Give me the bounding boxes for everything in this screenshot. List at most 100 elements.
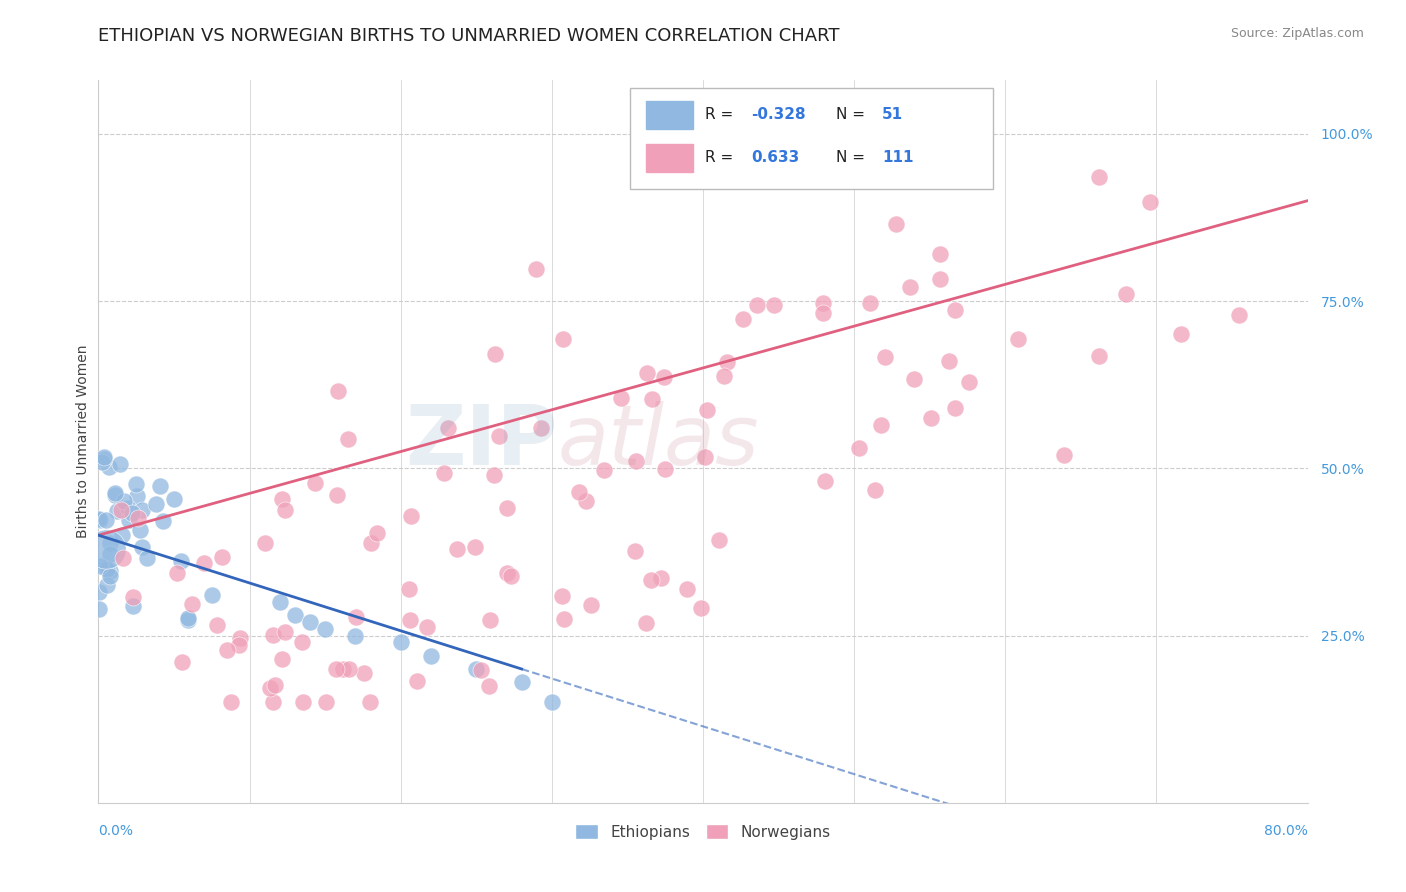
Point bbox=[98, 547, 121, 561]
Point bbox=[89, 602, 111, 616]
Point bbox=[262, 696, 284, 710]
Point bbox=[943, 401, 966, 415]
Point bbox=[274, 503, 297, 517]
Text: N =: N = bbox=[837, 107, 870, 121]
Point bbox=[111, 550, 134, 565]
Text: Source: ZipAtlas.com: Source: ZipAtlas.com bbox=[1230, 27, 1364, 40]
Point bbox=[284, 608, 307, 623]
Text: ETHIOPIAN VS NORWEGIAN BIRTHS TO UNMARRIED WOMEN CORRELATION CHART: ETHIOPIAN VS NORWEGIAN BIRTHS TO UNMARRI… bbox=[98, 27, 839, 45]
Point bbox=[848, 441, 870, 455]
Point bbox=[464, 540, 486, 554]
Point bbox=[465, 662, 488, 676]
Point bbox=[326, 384, 349, 399]
Point bbox=[416, 620, 439, 634]
Point bbox=[928, 247, 950, 261]
Point bbox=[733, 312, 755, 326]
Point bbox=[131, 541, 153, 555]
Point bbox=[131, 503, 153, 517]
Point bbox=[943, 303, 966, 318]
Point bbox=[470, 663, 492, 677]
Point bbox=[325, 662, 347, 676]
Point bbox=[405, 673, 427, 688]
Point bbox=[292, 696, 315, 710]
Point bbox=[228, 638, 250, 652]
Point bbox=[219, 696, 242, 710]
Point bbox=[93, 452, 115, 467]
Text: atlas: atlas bbox=[558, 401, 759, 482]
Point bbox=[530, 420, 553, 434]
Point bbox=[389, 635, 412, 649]
Point bbox=[920, 411, 942, 425]
Point bbox=[96, 562, 118, 576]
Point bbox=[575, 494, 598, 508]
Point bbox=[553, 612, 575, 626]
Point bbox=[339, 662, 361, 676]
Point bbox=[264, 678, 287, 692]
Point bbox=[112, 494, 135, 508]
Point bbox=[121, 506, 143, 520]
Point bbox=[869, 418, 891, 433]
Point bbox=[593, 463, 616, 477]
Text: 80.0%: 80.0% bbox=[1264, 824, 1308, 838]
Point bbox=[108, 457, 131, 471]
Point bbox=[713, 369, 735, 384]
Point bbox=[170, 655, 193, 669]
FancyBboxPatch shape bbox=[647, 144, 693, 172]
Text: R =: R = bbox=[706, 107, 738, 121]
Point bbox=[121, 590, 143, 604]
Point bbox=[581, 598, 603, 612]
Point bbox=[93, 450, 115, 464]
Point bbox=[215, 643, 238, 657]
Point bbox=[271, 651, 294, 665]
Point bbox=[676, 582, 699, 596]
Point bbox=[135, 551, 157, 566]
Point bbox=[696, 403, 718, 417]
Point bbox=[957, 375, 980, 389]
Point bbox=[510, 675, 533, 690]
Point bbox=[193, 556, 215, 570]
Point bbox=[104, 488, 127, 502]
Point bbox=[551, 589, 574, 603]
Point bbox=[650, 571, 672, 585]
FancyBboxPatch shape bbox=[647, 101, 693, 128]
Point bbox=[813, 306, 835, 320]
Point bbox=[859, 295, 882, 310]
Point bbox=[274, 625, 297, 640]
Point bbox=[814, 475, 837, 489]
Point bbox=[636, 366, 658, 380]
Point bbox=[87, 511, 110, 525]
Point bbox=[478, 613, 501, 627]
Text: 0.633: 0.633 bbox=[751, 150, 800, 165]
Point bbox=[478, 679, 501, 693]
Point bbox=[211, 549, 233, 564]
Point bbox=[654, 462, 676, 476]
Point bbox=[690, 600, 713, 615]
Point bbox=[90, 455, 112, 469]
Point bbox=[253, 536, 276, 550]
Point bbox=[399, 613, 422, 627]
Point bbox=[360, 536, 382, 550]
Point bbox=[270, 492, 292, 507]
Point bbox=[366, 525, 388, 540]
Point bbox=[98, 536, 121, 550]
Point bbox=[207, 618, 229, 632]
Point bbox=[568, 485, 591, 500]
Point bbox=[117, 500, 139, 515]
Point bbox=[496, 500, 519, 515]
Point bbox=[1139, 194, 1161, 209]
Point bbox=[1115, 286, 1137, 301]
Point bbox=[811, 295, 834, 310]
Text: R =: R = bbox=[706, 150, 744, 165]
Point bbox=[314, 622, 336, 636]
Point bbox=[344, 628, 367, 642]
Point bbox=[1170, 326, 1192, 341]
Text: 111: 111 bbox=[882, 150, 914, 165]
Point bbox=[97, 460, 120, 475]
Point bbox=[259, 681, 281, 695]
Point bbox=[170, 554, 193, 568]
Point bbox=[127, 510, 149, 524]
Text: ZIP: ZIP bbox=[405, 401, 558, 482]
Point bbox=[118, 513, 141, 527]
Point bbox=[180, 597, 202, 611]
Point bbox=[903, 371, 925, 385]
